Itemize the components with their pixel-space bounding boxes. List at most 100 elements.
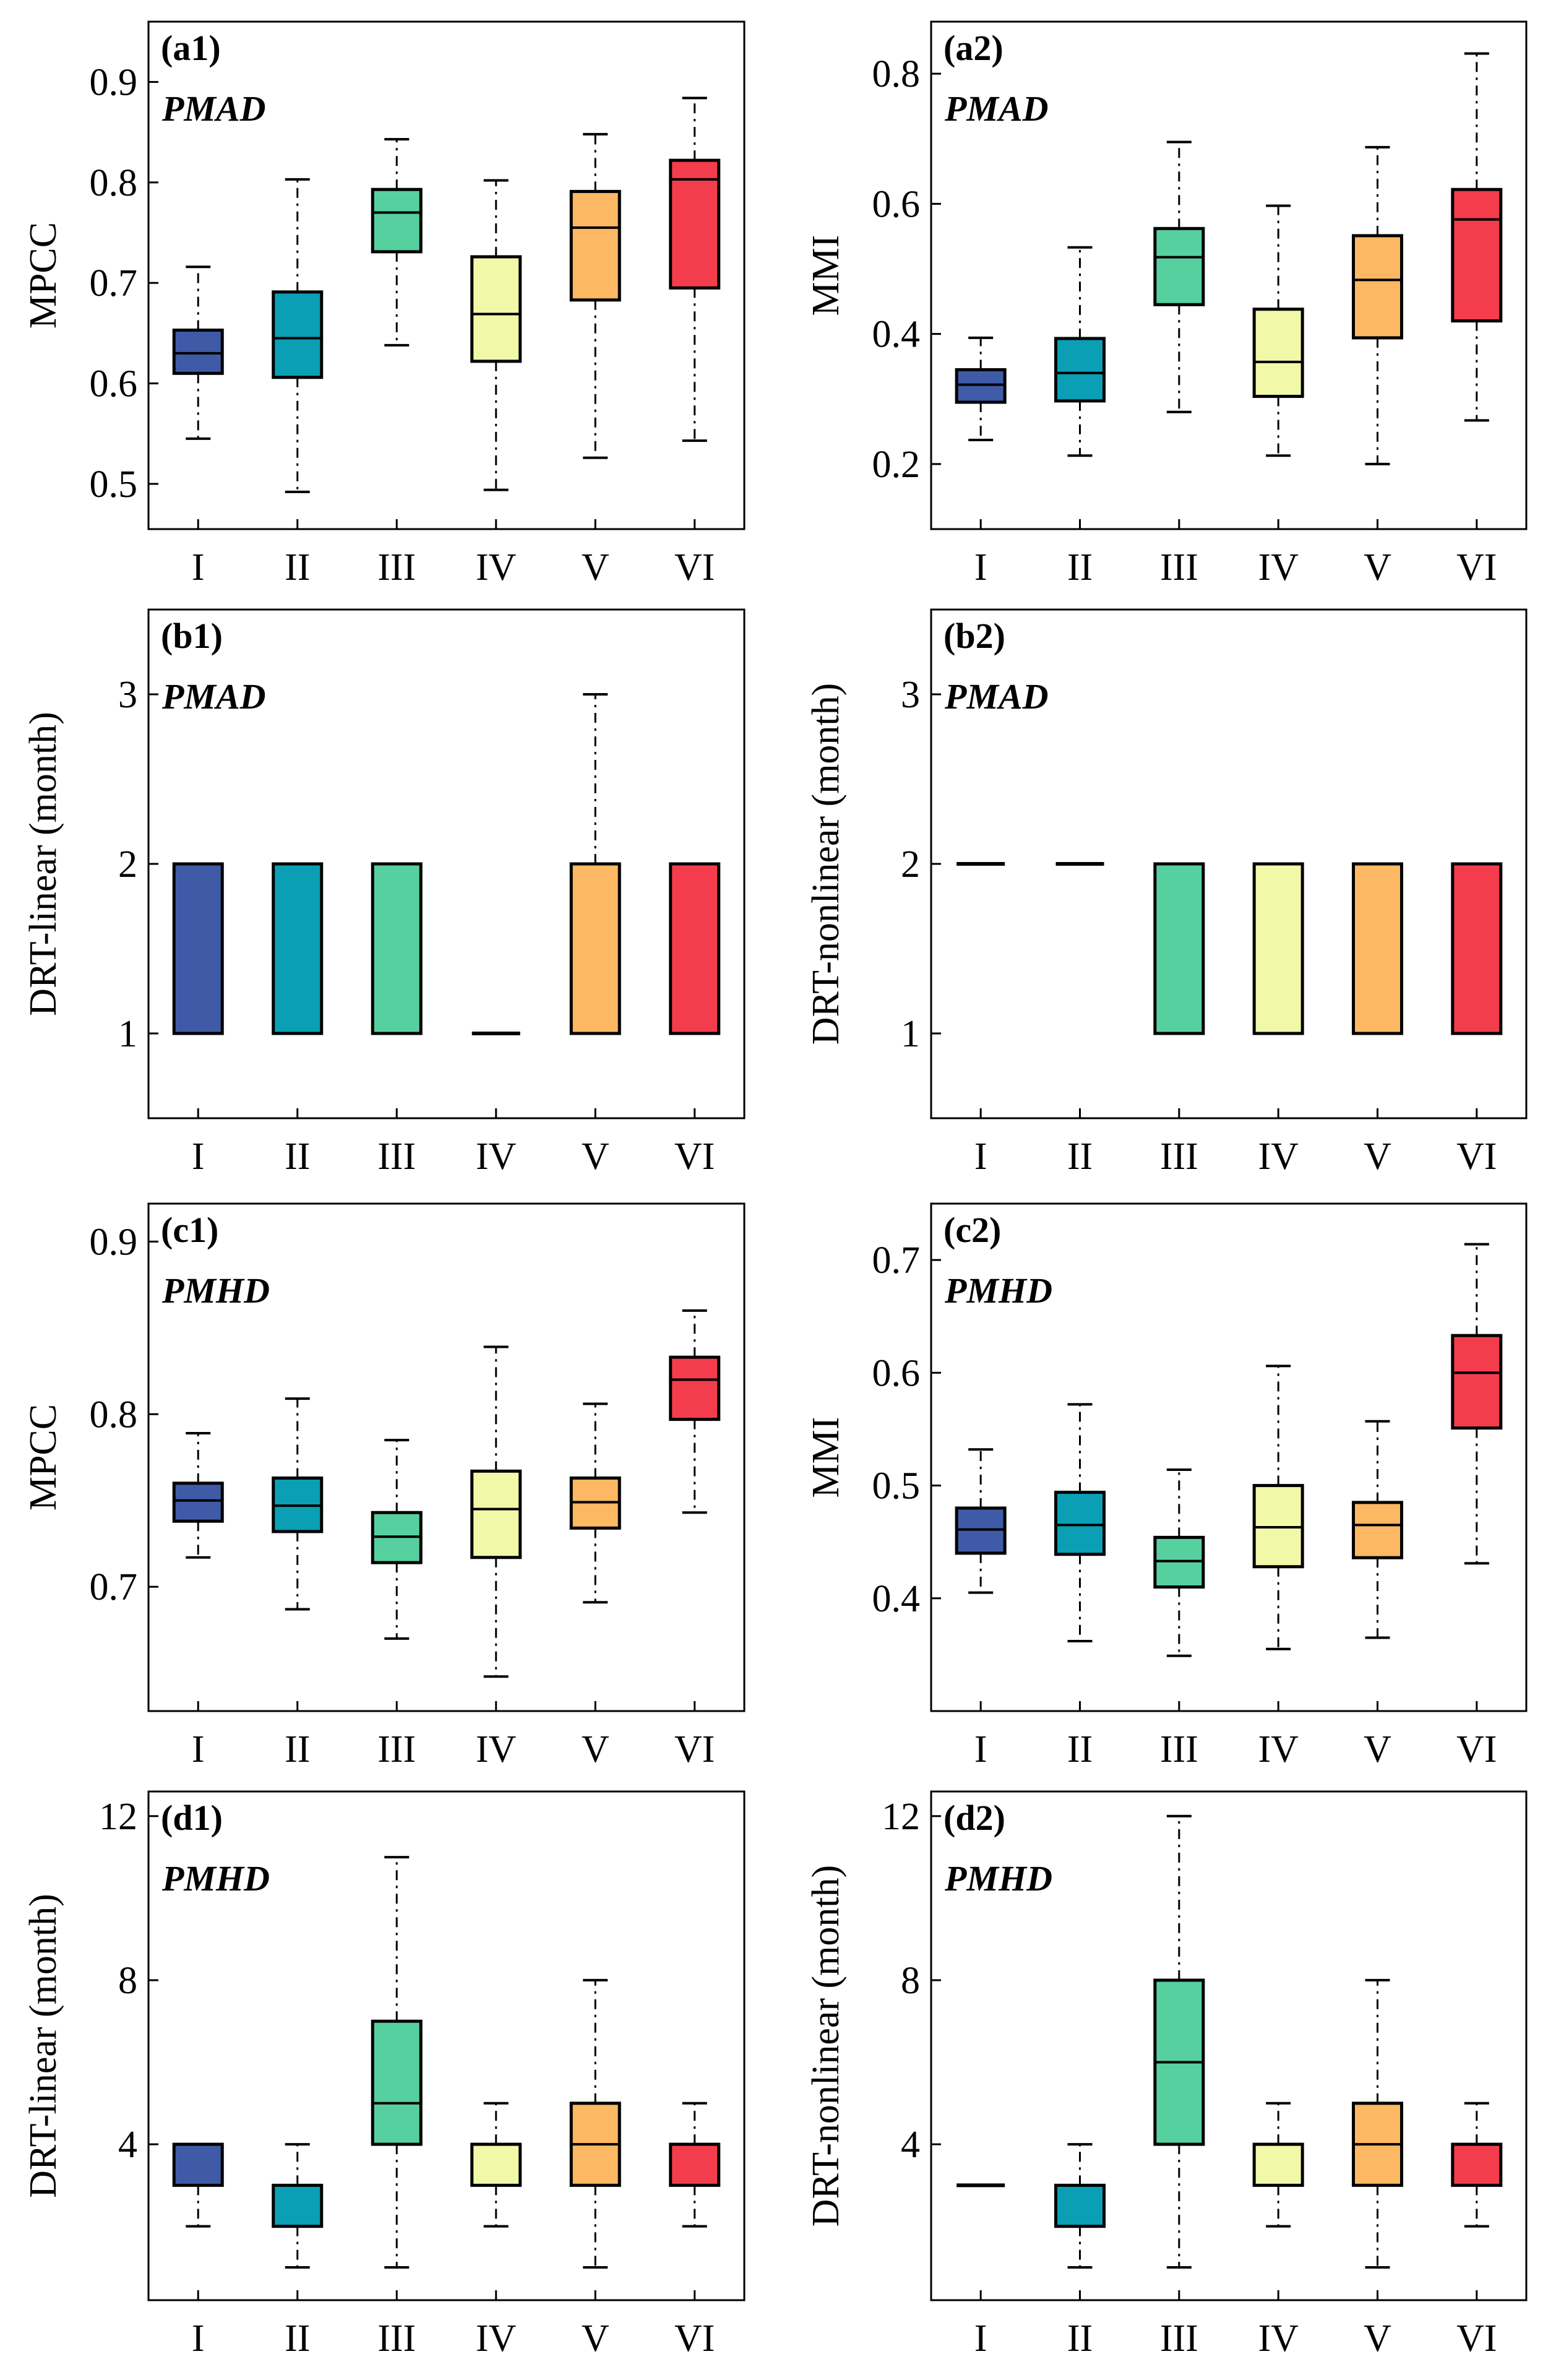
x-tick-label: II: [285, 1728, 310, 1770]
series-label: PMHD: [161, 1270, 270, 1311]
box-I: [172, 862, 224, 1035]
box-VI: [669, 862, 721, 1035]
y-tick-label: 8: [118, 1960, 137, 2002]
iqr-box: [272, 290, 324, 379]
x-tick-label: II: [1067, 1136, 1093, 1178]
x-tick-label: VI: [674, 2317, 715, 2360]
x-tick-label: IV: [1258, 1728, 1299, 1770]
x-tick-label: III: [1160, 2317, 1198, 2360]
box-II: [1054, 2143, 1106, 2269]
y-axis-label: DRT-linear (month): [22, 712, 64, 1016]
iqr-box: [1054, 1490, 1106, 1556]
y-axis-label: DRT-nonlinear (month): [805, 683, 847, 1045]
iqr-box: [1352, 862, 1403, 1035]
box-III: [371, 1439, 423, 1640]
series-label: PMAD: [944, 676, 1049, 717]
series-label: PMHD: [944, 1270, 1052, 1311]
y-axis-label: MMI: [805, 235, 847, 316]
x-tick-label: III: [377, 1728, 416, 1770]
panel-label: (b2): [943, 616, 1005, 656]
box-III: [371, 1856, 423, 2269]
box-VI: [669, 1309, 721, 1514]
box-V: [569, 1402, 621, 1604]
y-tick-label: 0.6: [872, 1352, 921, 1394]
x-tick-label: IV: [476, 2317, 517, 2360]
x-tick-label: II: [1067, 2317, 1093, 2360]
x-tick-label: V: [582, 1136, 609, 1178]
plot-frame: [147, 1202, 746, 1712]
series-label: PMAD: [161, 88, 266, 129]
iqr-box: [1054, 2183, 1106, 2228]
x-tick-label: III: [377, 546, 416, 589]
y-tick-label: 0.4: [872, 314, 921, 356]
x-tick-label: V: [1364, 1728, 1391, 1770]
y-axis-label: MMI: [805, 1417, 847, 1498]
box-III: [1153, 1468, 1205, 1657]
iqr-box: [669, 2142, 721, 2187]
box-IV: [470, 2102, 522, 2228]
box-I: [172, 1431, 224, 1559]
x-tick-label: I: [192, 1136, 205, 1178]
x-tick-label: I: [974, 546, 987, 589]
box-V: [1352, 1420, 1403, 1639]
y-tick-label: 12: [99, 1796, 137, 1838]
iqr-box: [669, 158, 721, 290]
series-label: PMHD: [161, 1858, 270, 1899]
y-tick-label: 0.8: [90, 162, 138, 204]
iqr-box: [371, 862, 423, 1035]
box-III: [1153, 862, 1205, 1035]
x-tick-label: II: [285, 546, 310, 589]
panel-label: (a1): [161, 28, 221, 68]
box-IV: [470, 1345, 522, 1678]
y-tick-label: 0.2: [872, 444, 921, 486]
box-III: [371, 862, 423, 1035]
plot-frame: [147, 1790, 746, 2301]
box-II: [1054, 246, 1106, 457]
box-IV: [1252, 2102, 1304, 2228]
y-tick-label: 4: [118, 2124, 137, 2166]
box-IV: [1252, 862, 1304, 1035]
iqr-box: [1451, 862, 1503, 1035]
plot-frame: [147, 20, 746, 530]
box-IV: [1252, 204, 1304, 457]
iqr-box: [1451, 2142, 1503, 2187]
x-tick-label: V: [1364, 1136, 1391, 1178]
x-tick-label: VI: [1456, 2317, 1497, 2360]
x-tick-label: IV: [1258, 2317, 1299, 2360]
iqr-box: [1054, 337, 1106, 403]
box-VI: [1451, 862, 1503, 1035]
x-tick-label: IV: [476, 1136, 517, 1178]
y-tick-label: 8: [901, 1960, 920, 2002]
iqr-box: [272, 862, 324, 1035]
x-tick-label: III: [1160, 1136, 1198, 1178]
iqr-box: [1352, 1501, 1403, 1559]
y-tick-label: 0.6: [872, 183, 921, 225]
y-tick-label: 4: [901, 2124, 920, 2166]
iqr-box: [669, 1355, 721, 1421]
iqr-box: [371, 2019, 423, 2146]
panel-label: (d2): [943, 1798, 1005, 1838]
x-tick-label: IV: [476, 1728, 517, 1770]
box-II: [1054, 1403, 1106, 1643]
iqr-box: [1451, 188, 1503, 323]
y-axis-label: DRT-linear (month): [22, 1894, 64, 2198]
y-tick-label: 3: [118, 674, 137, 716]
box-VI: [1451, 1243, 1503, 1565]
x-tick-label: VI: [1456, 1136, 1497, 1178]
iqr-box: [470, 2142, 522, 2187]
panel-label: (c1): [161, 1210, 218, 1250]
box-III: [371, 137, 423, 347]
x-tick-label: II: [285, 2317, 310, 2360]
iqr-box: [1252, 2142, 1304, 2187]
plot-frame: [930, 1790, 1528, 2301]
box-II: [272, 178, 324, 493]
box-II: [272, 1397, 324, 1611]
y-tick-label: 0.9: [90, 1221, 138, 1263]
box-I: [955, 1448, 1007, 1594]
iqr-box: [1252, 862, 1304, 1035]
iqr-box: [172, 2142, 224, 2187]
